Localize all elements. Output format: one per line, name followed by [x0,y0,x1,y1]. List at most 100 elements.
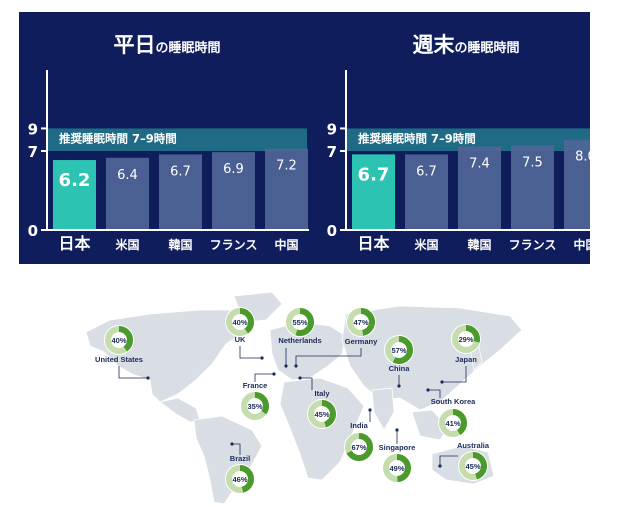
china-percent-label: 57% [391,346,406,355]
brazil-name-label: Brazil [230,454,250,463]
weekday-band-label: 推奨睡眠時間 7–9時間 [59,131,177,145]
germany-percent-label: 47% [353,318,368,327]
weekend-category-label-0: 日本 [357,234,389,253]
uk-donut-fill [226,308,254,336]
australia-name-label: Australia [457,441,490,450]
weekend-bar-1 [405,154,448,230]
weekday-category-label-0: 日本 [58,234,90,253]
country-callout-uk: 40% UK [225,307,264,360]
italy-leader-line [300,377,313,390]
brazil-location-dot [230,442,234,446]
singapore-name-label: Singapore [379,443,416,452]
weekend-value-label-0: 6.7 [358,164,390,185]
country-callout-germany: 47% Germany [294,307,378,368]
uk-location-dot [260,356,264,360]
weekday-title-suffix: の睡眠時間 [155,40,220,56]
france-name-label: France [243,381,268,390]
country-callout-netherlands: 55% Netherlands [278,307,322,368]
weekend-title-suffix: の睡眠時間 [454,40,519,56]
weekday-bar-1 [106,157,149,230]
weekday-value-label-3: 6.9 [223,162,244,177]
weekend-bar-2 [458,146,501,230]
germany-name-label: Germany [345,337,378,346]
netherlands-donut-fill [286,308,314,336]
weekend-y-tick-label-1: 7 [327,143,337,161]
weekend-chart-title: 週末の睡眠時間 [412,33,519,57]
france-location-dot [272,372,276,376]
country-callout-india: 67% India [344,408,374,462]
weekend-bar-3 [511,145,554,230]
south-korea-donut-fill [439,409,467,437]
singapore-donut-fill [383,454,411,482]
uk-name-label: UK [235,335,246,344]
japan-percent-label: 29% [458,335,473,344]
france-donut-fill [241,392,269,420]
weekday-category-label-2: 韓国 [168,237,192,252]
germany-leader-line [295,348,362,366]
united-states-donut-fill [105,326,133,354]
weekday-value-label-4: 7.2 [276,159,297,174]
world-map: 40% United States 40% UK 55% Netherlands 47% Ge… [85,291,523,505]
singapore-percent-label: 49% [389,464,404,473]
brazil-donut-fill [226,465,254,493]
weekday-value-label-2: 6.7 [170,164,191,179]
japan-leader-line [442,366,467,383]
germany-location-dot [294,364,298,368]
brazil-leader-line [232,443,241,455]
japan-name-label: Japan [455,355,477,364]
weekend-value-label-4: 8.0 [575,150,590,165]
weekday-category-label-4: 中国 [274,237,298,252]
south-korea-leader-line [428,389,441,398]
india-name-label: India [350,421,368,430]
weekend-title-main: 週末 [412,33,455,57]
china-donut-fill [385,336,413,364]
australia-percent-label: 45% [465,462,480,471]
weekend-y-tick-label-2: 9 [327,120,337,138]
weekend-category-label-4: 中国 [573,237,590,252]
country-callout-japan: 29% Japan [440,324,481,384]
united-states-name-label: United States [95,355,143,364]
country-callout-italy: 45% Italy [298,376,337,429]
japan-donut-fill [452,325,480,353]
uk-percent-label: 40% [232,318,247,327]
weekend-bar-4 [564,139,590,230]
germany-donut-fill [347,308,375,336]
weekday-category-label-1: 米国 [115,237,139,252]
europe-shape [269,321,347,381]
japan-location-dot [440,380,444,384]
weekday-bar-4 [265,148,308,230]
weekday-title-main: 平日 [113,33,155,57]
south-korea-percent-label: 41% [445,419,460,428]
united-states-percent-label: 40% [111,336,126,345]
australia-location-dot [438,464,442,468]
weekend-bar-0 [352,154,395,230]
italy-percent-label: 45% [314,410,329,419]
weekday-y-tick-label-2: 9 [28,120,38,138]
france-percent-label: 35% [247,402,262,411]
south-korea-name-label: South Korea [431,397,476,406]
france-leader-line [254,373,274,382]
weekend-y-tick-label-0: 0 [327,222,337,240]
weekend-band-label: 推奨睡眠時間 7–9時間 [358,131,476,145]
india-percent-label: 67% [351,443,366,452]
country-callout-brazil: 46% Brazil [225,442,255,494]
uk-leader-line [239,346,262,359]
weekday-recommended-band [47,128,307,151]
weekday-y-tick-label-1: 7 [28,143,38,161]
weekend-category-label-3: フランス [509,238,557,252]
india-location-dot [368,408,372,412]
weekday-value-label-0: 6.2 [59,170,91,191]
australia-leader-line [439,455,458,466]
country-callout-australia: 45% Australia [438,441,490,481]
weekend-category-label-2: 韓国 [467,237,491,252]
sleep-charts-panel: 平日の睡眠時間 推奨睡眠時間 7–9時間 6.2 日本 6.4 米国 6.7 韓国 6.9 フラン… [19,12,590,264]
china-name-label: China [389,364,411,373]
country-callout-united-states: 40% United States [95,325,150,380]
australia-donut-fill [459,452,487,480]
weekday-bar-0 [53,160,96,230]
country-callout-france: 35% France [240,372,276,421]
united-states-location-dot [146,376,150,380]
china-location-dot [397,384,401,388]
